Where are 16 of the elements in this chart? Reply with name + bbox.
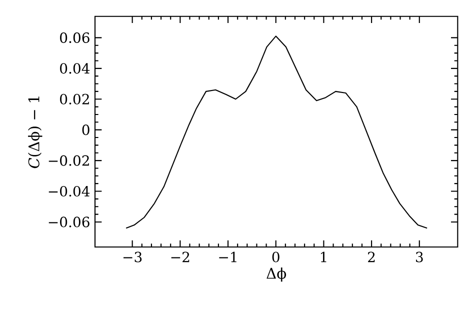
y-tick-label: 0.06	[60, 32, 90, 43]
y-tick-label: −0.02	[48, 155, 89, 166]
x-tick-label: 3	[416, 252, 423, 262]
y-tick-label: −0.04	[48, 186, 90, 197]
x-tick-label: −3	[123, 252, 142, 262]
y-tick-label: −0.06	[48, 216, 90, 228]
x-tick-label: 1	[320, 252, 326, 262]
y-axis-title: C(Δϕ) − 1	[28, 96, 42, 168]
y-tick-label: 0.04	[60, 63, 90, 74]
x-axis-title: Δϕ	[266, 267, 286, 282]
x-tick-label: −1	[219, 252, 236, 262]
y-tick-label: 0	[82, 124, 90, 136]
x-tick-label: −2	[171, 252, 190, 262]
y-tick-label: 0.02	[60, 94, 89, 104]
x-tick-label: 0	[272, 252, 280, 262]
x-tick-label: 2	[368, 252, 375, 262]
